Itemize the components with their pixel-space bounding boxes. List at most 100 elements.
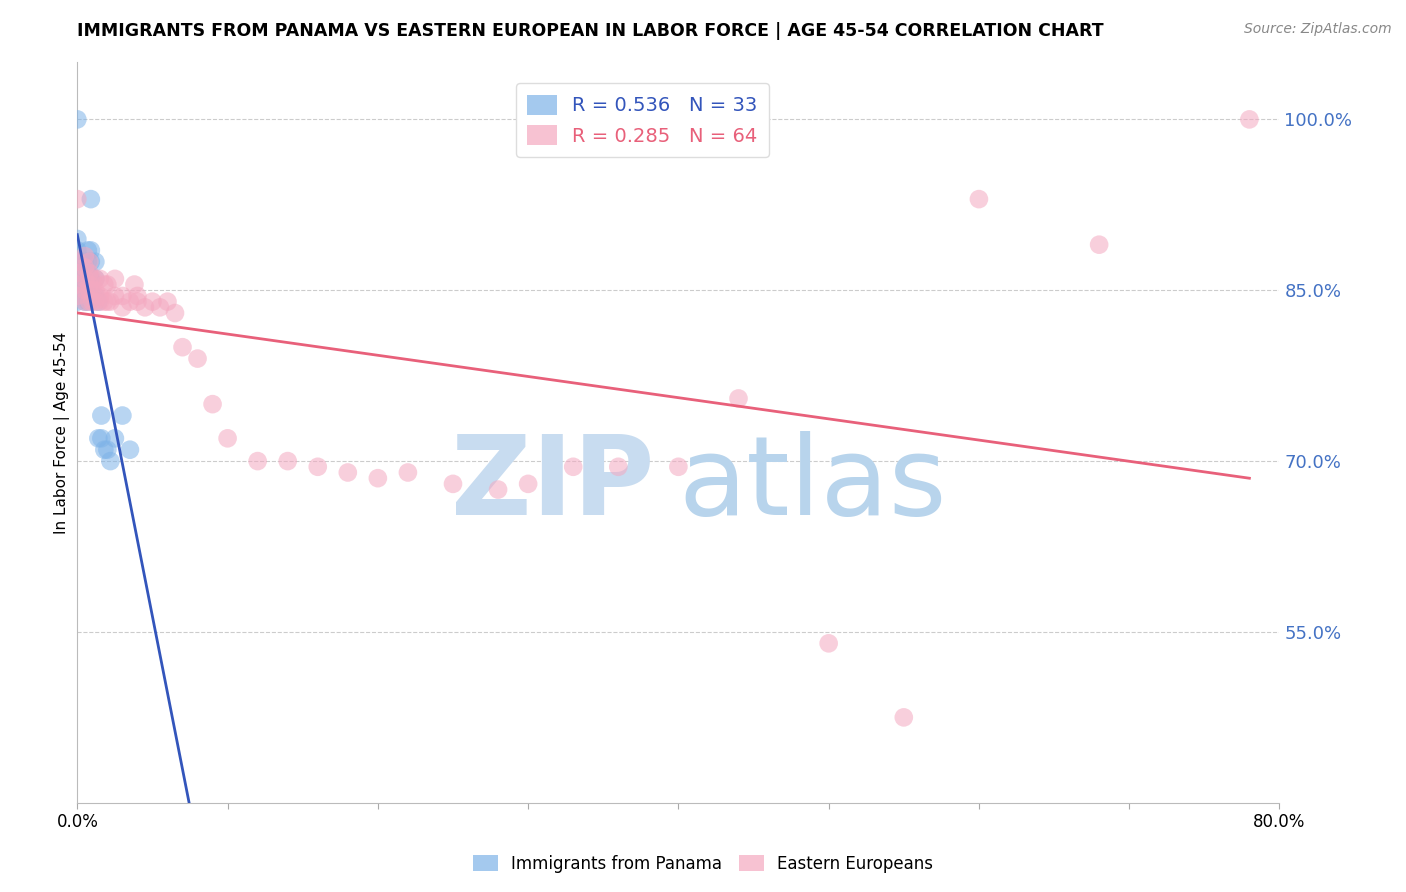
Point [396,466,419,480]
Point [201,397,224,411]
Point [336,466,359,480]
Point [66,254,89,268]
Point [76,254,98,268]
Point [893,710,915,724]
Text: ZIP: ZIP [451,431,654,538]
Point [66,232,89,246]
Text: atlas: atlas [679,431,946,538]
Point [817,636,839,650]
Point [73,272,96,286]
Point [607,459,630,474]
Point [73,283,96,297]
Point [127,294,149,309]
Point [486,483,509,497]
Point [96,294,118,309]
Point [66,277,89,292]
Point [76,266,98,280]
Point [76,277,98,292]
Point [163,306,186,320]
Point [73,260,96,275]
Point [84,289,107,303]
Point [100,294,122,309]
Point [66,254,89,268]
Point [66,294,89,309]
Point [79,266,101,280]
Point [217,431,239,445]
Point [517,476,540,491]
Point [73,283,96,297]
Point [82,294,104,309]
Point [82,272,104,286]
Point [80,254,103,268]
Point [73,272,96,286]
Point [89,294,111,309]
Point [100,454,122,468]
Point [246,454,269,468]
Point [118,442,141,457]
Point [127,289,149,303]
Point [172,340,194,354]
Point [66,289,89,303]
Point [89,289,111,303]
Point [1088,237,1111,252]
Point [367,471,389,485]
Point [84,294,107,309]
Legend: Immigrants from Panama, Eastern Europeans: Immigrants from Panama, Eastern European… [467,848,939,880]
Point [111,409,134,423]
Point [87,431,110,445]
Point [118,294,141,309]
Point [562,459,585,474]
Point [141,294,163,309]
Text: Source: ZipAtlas.com: Source: ZipAtlas.com [1244,22,1392,37]
Point [149,301,172,315]
Point [80,272,103,286]
Point [156,294,179,309]
Point [80,244,103,258]
Point [668,459,690,474]
Point [73,254,96,268]
Point [66,244,89,258]
Point [84,272,107,286]
Point [79,294,101,309]
Point [93,277,115,292]
Point [79,277,101,292]
Point [84,283,107,297]
Point [111,289,134,303]
Point [124,277,146,292]
Point [79,283,101,297]
Point [93,442,115,457]
Point [87,294,110,309]
Point [73,249,96,263]
Point [441,476,464,491]
Point [80,192,103,206]
Point [84,272,107,286]
Point [73,294,96,309]
Point [96,277,118,292]
Point [66,277,89,292]
Point [1239,112,1261,127]
Point [66,192,89,206]
Point [76,244,98,258]
Point [307,459,329,474]
Point [93,294,115,309]
Point [66,112,89,127]
Text: IMMIGRANTS FROM PANAMA VS EASTERN EUROPEAN IN LABOR FORCE | AGE 45-54 CORRELATIO: IMMIGRANTS FROM PANAMA VS EASTERN EUROPE… [77,22,1104,40]
Point [76,294,98,309]
Point [89,272,111,286]
Point [111,301,134,315]
Point [104,289,127,303]
Point [104,431,127,445]
Point [277,454,299,468]
Point [187,351,209,366]
Point [66,266,89,280]
Point [90,409,112,423]
Point [66,266,89,280]
Point [104,272,127,286]
Point [134,301,156,315]
Point [79,254,101,268]
Point [96,442,118,457]
Legend: R = 0.536   N = 33, R = 0.285   N = 64: R = 0.536 N = 33, R = 0.285 N = 64 [516,83,769,157]
Point [73,294,96,309]
Point [82,283,104,297]
Point [727,392,749,406]
